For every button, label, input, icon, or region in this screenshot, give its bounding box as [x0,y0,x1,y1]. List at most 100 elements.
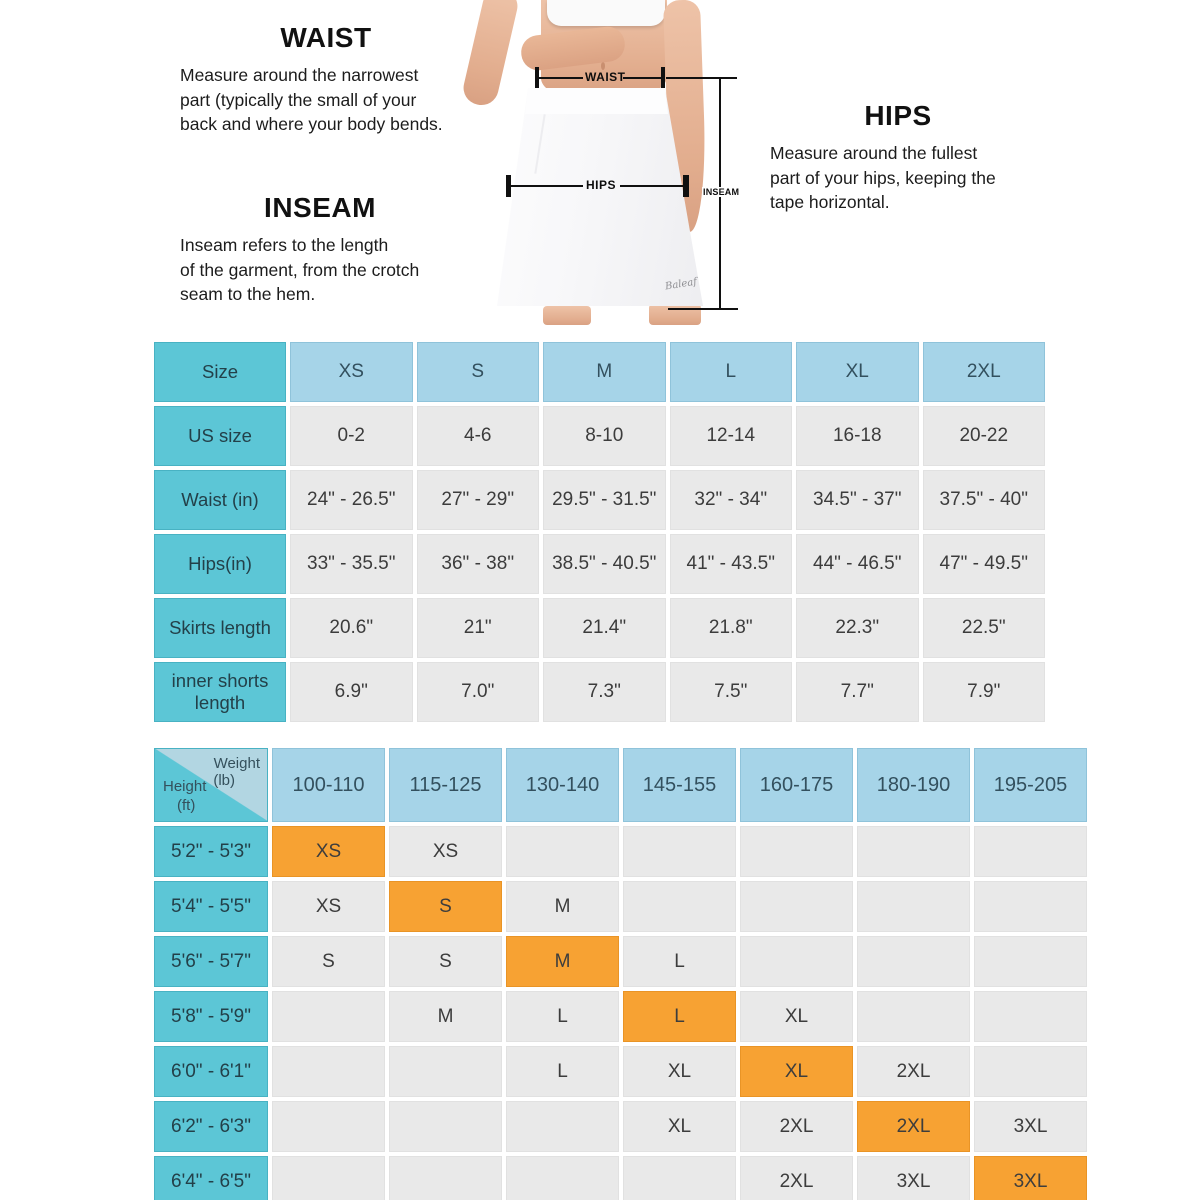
fit-cell: L [506,991,619,1042]
hips-tick-left [506,175,511,197]
size-table-row: Waist (in) 24" - 26.5" 27" - 29" 29.5" - 31… [154,470,1045,530]
size-cell: 12-14 [669,406,792,466]
height-row-label: 5'6" - 5'7" [154,936,268,987]
hips-line-label: HIPS [586,178,617,192]
fit-cell: L [623,991,736,1042]
fit-cell [272,1156,385,1200]
hips-line-right [620,185,683,187]
fit-cell: 3XL [857,1156,970,1200]
weight-column-header: 130-140 [506,748,619,822]
fit-cell [389,1046,502,1097]
white-skirt [497,88,703,306]
size-table-row: US size 0-2 4-6 8-10 12-14 16-18 20-22 [154,406,1045,466]
size-column-header: M [543,342,666,402]
inseam-guide-title: INSEAM [264,192,376,223]
corner-height-unit: (ft) [177,797,196,814]
fit-cell: XL [623,1101,736,1152]
fit-cell: XS [389,826,502,877]
fit-table-header-row: Weight (lb) Height (ft) 100-110 115-125 130-14… [154,748,1087,822]
waist-tick-left [535,67,539,88]
fit-cell [272,1046,385,1097]
size-cell: 21.8" [669,598,792,658]
fit-cell: 3XL [974,1101,1087,1152]
size-cell: 7.7" [796,662,919,722]
hips-guide-text: Measure around the fullest part of your … [770,143,996,212]
fit-cell [506,826,619,877]
fit-cell [506,1156,619,1200]
size-cell: 7.0" [416,662,539,722]
corner-height-label: Height [163,778,207,795]
fit-cell: S [389,936,502,987]
fit-cell [740,881,853,932]
size-cell: 4-6 [416,406,539,466]
weight-column-header: 160-175 [740,748,853,822]
weight-column-header: 180-190 [857,748,970,822]
fit-cell [272,1101,385,1152]
fit-table-row: 6'2" - 6'3" XL 2XL 2XL 3XL [154,1101,1087,1152]
hips-tick-right [683,175,689,197]
size-cell: 20-22 [922,406,1045,466]
size-cell: 22.5" [922,598,1045,658]
model-top [547,0,665,26]
fit-cell [857,881,970,932]
height-row-label: 5'8" - 5'9" [154,991,268,1042]
fit-cell: XL [740,991,853,1042]
size-column-header: 2XL [922,342,1045,402]
waist-line-right [623,77,663,79]
size-cell: 0-2 [290,406,413,466]
fit-cell [623,1156,736,1200]
size-cell: 24" - 26.5" [290,470,413,530]
size-cell: 47" - 49.5" [922,534,1045,594]
size-row-label: Skirts length [154,598,286,658]
fit-cell: XL [623,1046,736,1097]
weight-column-header: 115-125 [389,748,502,822]
size-cell: 29.5" - 31.5" [543,470,666,530]
fit-cell [272,991,385,1042]
fit-cell: S [389,881,502,932]
size-column-header: L [669,342,792,402]
size-column-header: XS [290,342,413,402]
waist-line-left [539,77,583,79]
height-row-label: 6'4" - 6'5" [154,1156,268,1200]
size-table: Size XS S M L XL 2XL US size 0-2 4-6 8-10 12-14 16-1… [150,338,1049,726]
fit-cell [974,936,1087,987]
fit-cell: L [623,936,736,987]
fit-cell [974,1046,1087,1097]
size-table-row: Skirts length 20.6" 21" 21.4" 21.8" 22.3" 22.5… [154,598,1045,658]
fit-cell: 2XL [857,1101,970,1152]
size-column-header: S [416,342,539,402]
size-cell: 44" - 46.5" [796,534,919,594]
fit-table-row: 5'4" - 5'5" XS S M [154,881,1087,932]
size-row-label: Hips(in) [154,534,286,594]
size-cell: 22.3" [796,598,919,658]
height-row-label: 5'2" - 5'3" [154,826,268,877]
size-cell: 37.5" - 40" [922,470,1045,530]
fit-table-row: 5'8" - 5'9" M L L XL [154,991,1087,1042]
waist-guide-title: WAIST [280,22,372,53]
fit-cell [857,826,970,877]
waist-line-label: WAIST [585,70,626,84]
fit-table-row: 6'4" - 6'5" 2XL 3XL 3XL [154,1156,1087,1200]
size-cell: 7.3" [543,662,666,722]
size-row-label: Waist (in) [154,470,286,530]
fit-cell: XL [740,1046,853,1097]
fit-table-corner-cell: Weight (lb) Height (ft) [154,748,268,822]
fit-cell: M [389,991,502,1042]
height-row-label: 5'4" - 5'5" [154,881,268,932]
fit-cell: 2XL [857,1046,970,1097]
weight-column-header: 145-155 [623,748,736,822]
fit-cell [857,991,970,1042]
inseam-line-label: INSEAM [702,187,741,197]
fit-cell: M [506,881,619,932]
size-table-row: Hips(in) 33" - 35.5" 36" - 38" 38.5" - 40.5… [154,534,1045,594]
corner-weight-label: Weight [213,755,260,772]
size-row-label: inner shorts length [154,662,286,722]
model-bent-arm [460,0,521,109]
size-table-header-row: Size XS S M L XL 2XL [154,342,1045,402]
fit-cell [974,826,1087,877]
size-cell: 36" - 38" [416,534,539,594]
waist-guide-text: Measure around the narrowest part (typic… [180,65,443,134]
size-cell: 7.9" [922,662,1045,722]
fit-cell [740,826,853,877]
